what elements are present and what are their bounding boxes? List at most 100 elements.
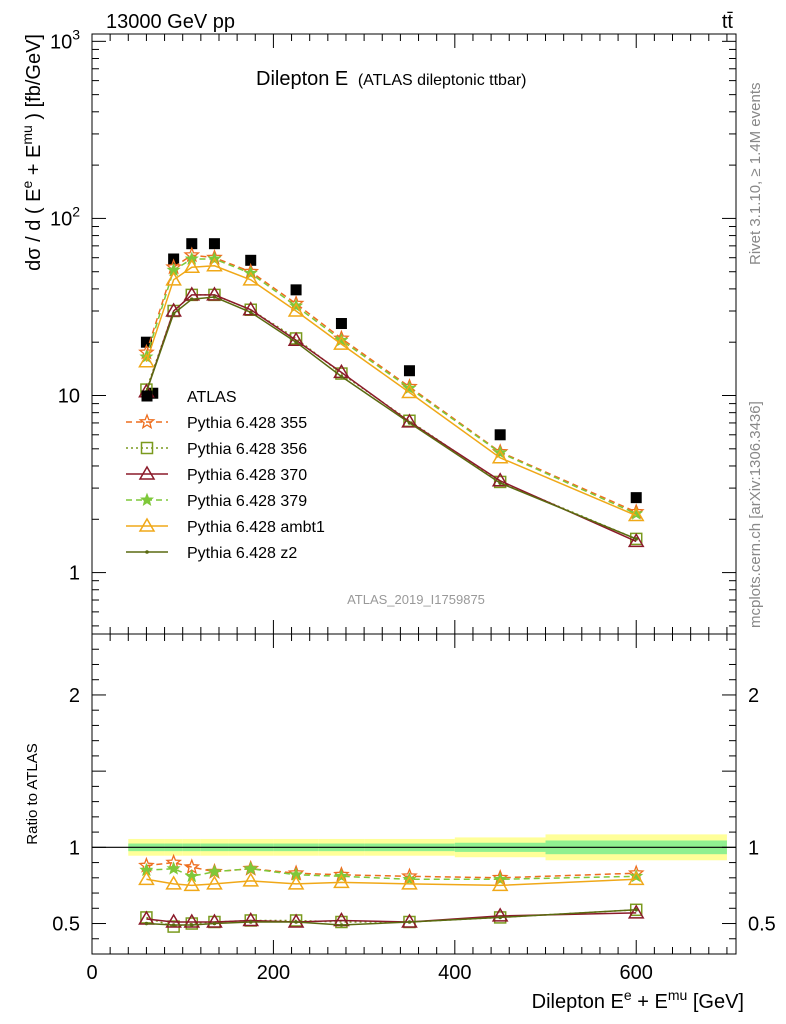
data-point [634, 537, 639, 541]
data-point [498, 481, 502, 485]
y-tick-label: 103 [50, 26, 80, 53]
legend-marker [145, 550, 149, 554]
series-line [145, 258, 637, 515]
ratio-point [242, 911, 260, 927]
ratio-y-tick-label: 2 [69, 685, 80, 707]
ratio-point [294, 920, 298, 924]
main-panel: 1 10 102 103 Dilepton E (ATLAS dileptonic t… [19, 26, 737, 635]
legend-marker [141, 390, 153, 402]
ratio-series-5 [144, 908, 639, 927]
x-tick-label: 600 [620, 962, 653, 984]
ratio-point [165, 913, 182, 928]
ratio-point [401, 875, 418, 890]
main-series [138, 238, 645, 548]
ratio-y-tick-label-right: 2 [748, 685, 759, 707]
data-point [206, 286, 223, 301]
main-ylabel: dσ / d ( Ee​ + Emu​ ) [fb/GeV] [19, 34, 45, 271]
ratio-point [189, 923, 194, 927]
ratio-point [207, 864, 222, 878]
data-point [208, 238, 220, 250]
series-line [145, 296, 637, 540]
ratio-point [401, 913, 418, 928]
chart-title: Dilepton E (ATLAS dileptonic ttbar) [256, 68, 527, 90]
data-point [403, 365, 415, 377]
data-point [627, 532, 645, 548]
data-point [335, 318, 347, 330]
legend-entry: Pythia 6.428 ambt1 [187, 519, 325, 536]
analysis-label: ATLAS_2019_I1759875 [347, 592, 485, 607]
legend-marker [140, 492, 154, 507]
ratio-point [206, 875, 223, 890]
ratio-point [183, 913, 201, 928]
x-tick-label: 200 [257, 962, 290, 984]
legend-entry: Pythia 6.428 356 [187, 441, 307, 458]
y-tick-label: 10 [58, 386, 80, 408]
ratio-point [333, 873, 350, 889]
legend: ATLAS Pythia 6.428 355 Pythia 6.428 356 Pyt… [126, 389, 325, 562]
series-line [145, 254, 637, 513]
legend-entry: Pythia 6.428 370 [187, 467, 307, 484]
data-point [629, 506, 644, 520]
ratio-point [634, 908, 639, 912]
data-point [242, 271, 260, 286]
data-point [212, 295, 217, 299]
legend-entry: ATLAS [187, 389, 237, 406]
ratio-point [339, 923, 344, 927]
data-point [339, 374, 344, 379]
ratio-y-tick-label-right: 1 [748, 837, 759, 859]
data-point [171, 311, 176, 316]
legend-entry: Pythia 6.428 z2 [187, 545, 297, 562]
data-point [333, 335, 350, 350]
ratio-point [491, 876, 509, 892]
data-point [627, 507, 645, 522]
data-point [183, 258, 201, 273]
x-tick-label: 0 [86, 962, 97, 984]
ratio-line [146, 878, 637, 887]
legend-marker [138, 413, 156, 430]
ratio-series-3 [139, 861, 644, 886]
ratio-line [146, 909, 637, 926]
ratio-point [407, 920, 412, 924]
ratio-point [498, 915, 502, 920]
ratio-point [491, 907, 509, 922]
ratio-point [248, 920, 253, 924]
ratio-point [166, 861, 181, 875]
site-label: mcplots.cern.ch [arXiv:1306.3436] [747, 401, 764, 628]
data-point [494, 429, 506, 441]
ratio-y-tick-label: 1 [69, 837, 80, 859]
ratio-point [206, 913, 223, 928]
beam-label: 13000 GeV pp [106, 11, 235, 33]
y-tick-label: 102 [50, 203, 80, 230]
data-point [294, 340, 298, 344]
ratio-point [627, 904, 645, 919]
data-point [245, 254, 257, 266]
ratio-panel: 0 200 400 600 0.5 0.5 1 1 2 2 Ratio to ATLAS Dile… [24, 633, 776, 1013]
data-point [491, 472, 509, 487]
ratio-ylabel: Ratio to ATLAS [24, 743, 41, 844]
series-line [145, 265, 637, 517]
data-point [206, 257, 223, 272]
series-5 [138, 257, 645, 522]
data-point [407, 421, 412, 425]
ratio-y-tick-label-right: 0.5 [748, 914, 776, 936]
ratio-y-tick-label: 0.5 [52, 914, 80, 936]
ratio-point [138, 870, 155, 886]
ratio-point [627, 870, 645, 886]
ratio-series-4 [138, 870, 645, 892]
legend-marker [138, 465, 156, 480]
data-point [491, 449, 509, 464]
ratio-axis-ticks: 0 200 400 600 0.5 0.5 1 1 2 2 [52, 633, 776, 984]
data-point [186, 238, 198, 250]
ratio-bands [92, 834, 736, 861]
data-point [147, 387, 159, 399]
ratio-point [287, 913, 305, 928]
data-point [630, 492, 642, 504]
ratio-point [243, 861, 258, 875]
data-point [242, 301, 260, 316]
ratio-point [212, 921, 217, 926]
legend-entry: Pythia 6.428 379 [187, 493, 307, 510]
data-point [287, 302, 305, 317]
legend-marker [138, 517, 156, 532]
y-tick-label: 1 [69, 563, 80, 585]
data-point [248, 310, 253, 315]
